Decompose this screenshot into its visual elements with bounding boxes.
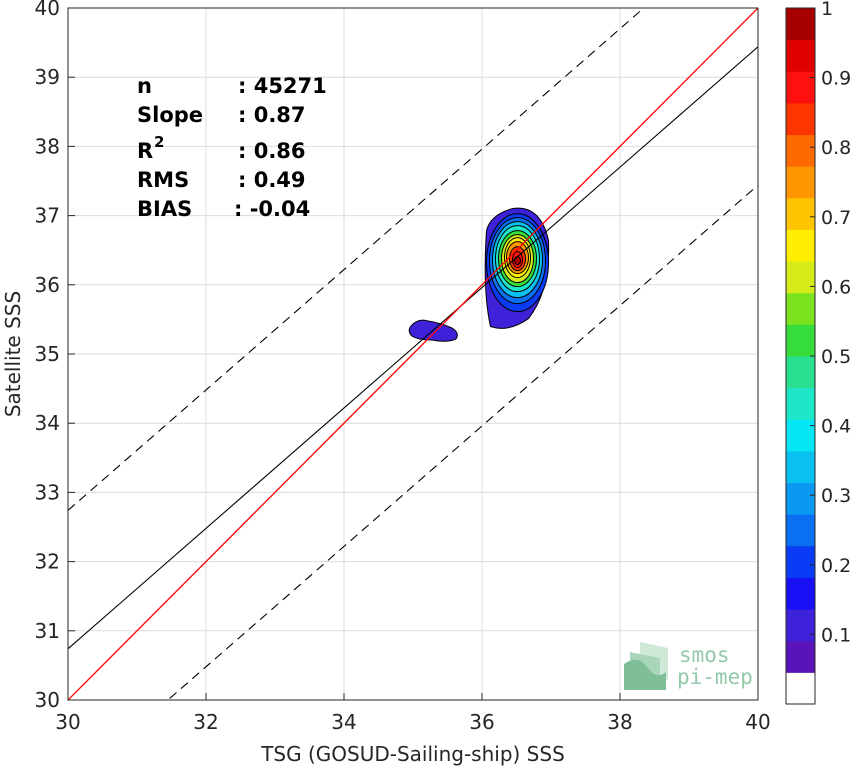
colorbar-tick-label: 0.3 <box>821 485 851 507</box>
y-tick-label: 36 <box>35 273 60 297</box>
colorbar-segment <box>786 292 815 325</box>
x-tick-label: 38 <box>607 710 632 734</box>
reference-lines <box>68 8 758 700</box>
colorbar-tick-label: 0.4 <box>821 416 851 438</box>
stat-r2-value: : 0.86 <box>238 139 306 163</box>
x-tick-label: 40 <box>745 710 770 734</box>
x-tick-label: 36 <box>469 710 494 734</box>
colorbar-segment <box>786 482 815 515</box>
y-tick-label: 33 <box>35 480 60 504</box>
colorbar-segment <box>786 419 815 452</box>
x-axis-label: TSG (GOSUD-Sailing-ship) SSS <box>260 742 565 766</box>
colorbar-segment <box>786 134 815 167</box>
y-tick-label: 31 <box>35 619 60 643</box>
colorbar-segment <box>786 640 815 673</box>
stat-rms-value: : 0.49 <box>238 168 306 192</box>
identity-line <box>68 8 758 700</box>
colorbar-segment <box>786 39 815 72</box>
colorbar-segment <box>786 545 815 578</box>
y-tick-label: 34 <box>35 411 60 435</box>
stat-bias-key: BIAS <box>137 197 192 221</box>
density-contours <box>408 207 550 342</box>
y-axis-label: Satellite SSS <box>1 291 25 417</box>
colorbar-segment <box>786 229 815 262</box>
stat-rms-key: RMS <box>137 168 189 192</box>
colorbar-segment <box>786 387 815 420</box>
colorbar-segment <box>786 197 815 230</box>
colorbar-tick-label: 0.7 <box>821 207 851 229</box>
colorbar-segment <box>786 8 815 41</box>
colorbar-tick-label: 0.9 <box>821 68 851 90</box>
x-tick-label: 32 <box>193 710 218 734</box>
colorbar-segment <box>786 609 815 642</box>
stat-slope-value: : 0.87 <box>238 103 306 127</box>
x-tick-label: 34 <box>331 710 356 734</box>
regression-line <box>68 46 758 650</box>
y-tick-label: 37 <box>35 204 60 228</box>
colorbar-tick-label: 0.2 <box>821 555 851 577</box>
colorbar-tick-label: 0.1 <box>821 624 851 646</box>
stat-slope-key: Slope <box>137 103 203 127</box>
colorbar-segment <box>786 166 815 199</box>
colorbar-segment <box>786 356 815 389</box>
stat-n-value: : 45271 <box>238 74 327 98</box>
y-tick-label: 30 <box>35 688 60 712</box>
y-axis-ticks: 30 31 32 33 34 35 36 37 38 39 40 <box>35 0 75 712</box>
colorbar-tick-label: 0.5 <box>821 346 851 368</box>
colorbar-segment <box>786 102 815 136</box>
y-tick-label: 35 <box>35 342 60 366</box>
colorbar-segment <box>786 450 815 484</box>
y-tick-label: 32 <box>35 550 60 574</box>
stat-bias-value: : -0.04 <box>234 197 310 221</box>
colorbar-frame <box>785 7 816 705</box>
stat-r2-key: R <box>137 139 153 163</box>
x-axis-ticks: 30 32 34 36 38 40 <box>55 693 771 734</box>
upper-bound-line <box>68 8 645 511</box>
colorbar <box>786 8 815 705</box>
colorbar-ticks: 0.1 0.2 0.3 0.4 0.5 0.6 0.7 0.8 0.9 1 <box>810 0 851 646</box>
colorbar-segment <box>786 324 815 357</box>
smos-pi-mep-logo: smos pi-mep <box>624 642 753 690</box>
colorbar-segment <box>786 261 815 294</box>
stat-n-key: n <box>137 74 152 98</box>
colorbar-segment <box>786 514 815 547</box>
colorbar-tick-label: 0.6 <box>821 276 851 298</box>
grid <box>67 7 759 701</box>
stat-r2-sup: 2 <box>154 133 164 151</box>
logo-text-line2: pi-mep <box>677 665 753 689</box>
x-tick-label: 30 <box>55 710 80 734</box>
y-tick-label: 39 <box>35 65 60 89</box>
colorbar-segment <box>786 672 815 705</box>
stats-box: n : 45271 Slope : 0.87 R 2 : 0.86 RMS : … <box>137 74 327 221</box>
colorbar-tick-label: 0.8 <box>821 137 851 159</box>
y-tick-label: 40 <box>35 0 60 20</box>
y-tick-label: 38 <box>35 134 60 158</box>
lower-bound-line <box>167 184 758 700</box>
logo-emblem-icon <box>624 642 668 690</box>
logo-text-line1: smos <box>679 643 730 667</box>
colorbar-segment <box>786 577 815 610</box>
colorbar-tick-label: 1 <box>821 0 833 20</box>
colorbar-segment <box>786 71 815 104</box>
